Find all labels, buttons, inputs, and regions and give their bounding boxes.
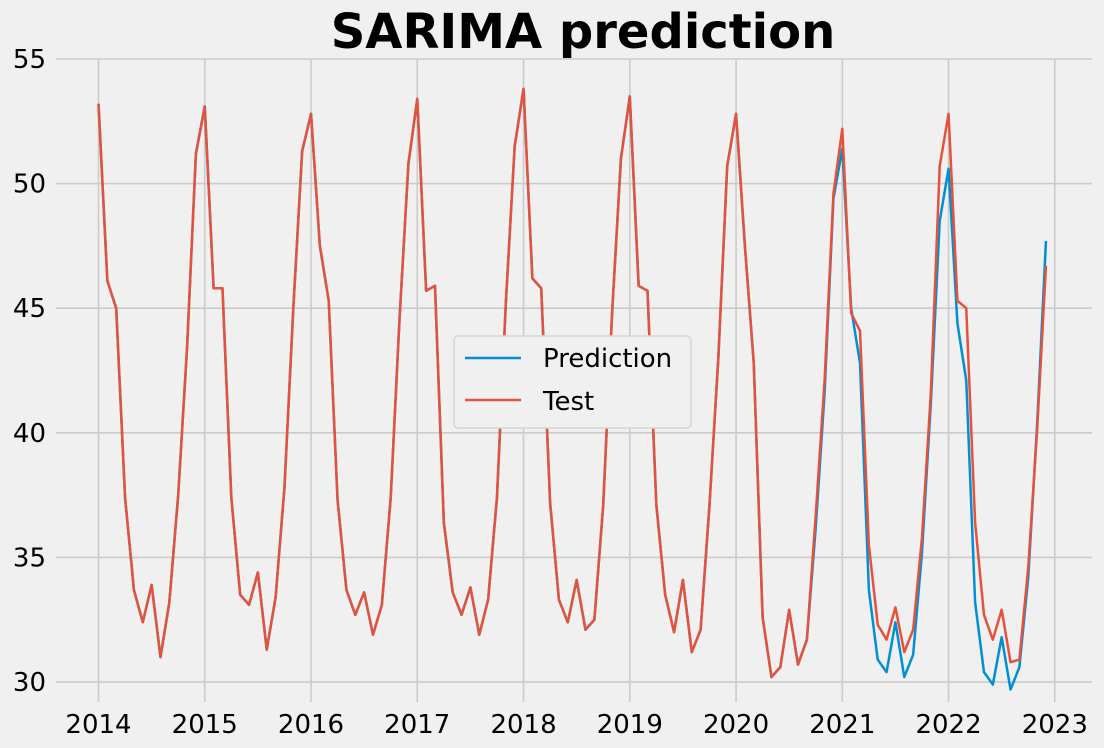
y-tick-label: 35 bbox=[13, 543, 46, 573]
series-line-test bbox=[97, 87, 1048, 679]
x-tick-label: 2016 bbox=[278, 710, 344, 740]
y-tick-label: 50 bbox=[13, 170, 46, 200]
x-tick-label: 2021 bbox=[809, 710, 875, 740]
x-tick-label: 2022 bbox=[915, 710, 981, 740]
x-tick-label: 2015 bbox=[172, 710, 238, 740]
legend-label-test: Test bbox=[542, 387, 594, 417]
x-tick-label: 2019 bbox=[597, 710, 663, 740]
y-tick-label: 55 bbox=[13, 45, 46, 75]
y-tick-label: 40 bbox=[13, 419, 46, 449]
x-tick-label: 2017 bbox=[384, 710, 450, 740]
x-tick-label: 2023 bbox=[1022, 710, 1088, 740]
tick-labels: 2014 2015 2016 2017 2018 2019 2020 2021 2022 2023… bbox=[13, 45, 1088, 740]
legend: Prediction Test bbox=[453, 335, 692, 429]
series-lines bbox=[97, 87, 1048, 691]
legend-label-prediction: Prediction bbox=[543, 344, 672, 374]
x-tick-label: 2020 bbox=[703, 710, 769, 740]
x-tick-label: 2018 bbox=[490, 710, 556, 740]
chart-title: SARIMA prediction bbox=[331, 4, 836, 60]
y-tick-label: 45 bbox=[13, 294, 46, 324]
x-tick-label: 2014 bbox=[65, 710, 131, 740]
y-tick-label: 30 bbox=[13, 668, 46, 698]
